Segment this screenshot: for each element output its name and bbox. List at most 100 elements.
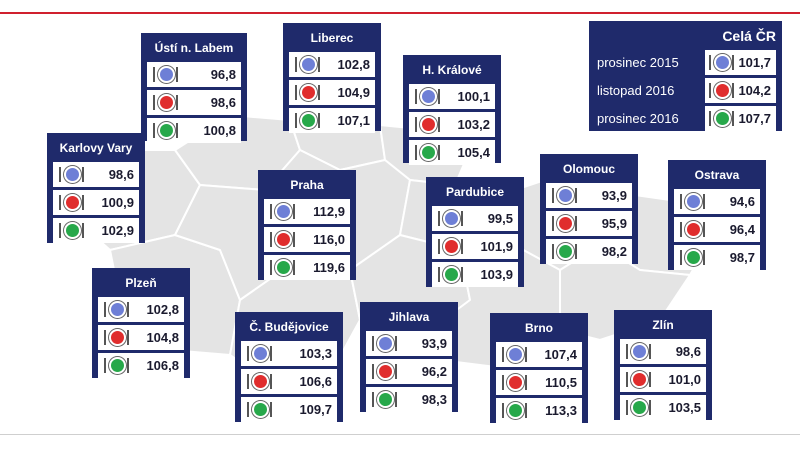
region-box-praha: Praha 112,9 116,0 119,6 xyxy=(258,170,356,280)
region-title: Ostrava xyxy=(694,168,740,182)
region-value: 119,6 xyxy=(313,260,345,275)
region-title: Pardubice xyxy=(445,185,505,199)
region-value: 100,8 xyxy=(203,123,236,138)
region-value: 103,9 xyxy=(480,267,513,282)
plate-blue-icon xyxy=(436,208,466,229)
region-value: 98,6 xyxy=(108,167,134,182)
region-value: 96,2 xyxy=(421,364,447,379)
region-title: Praha xyxy=(290,178,324,192)
bottom-divider xyxy=(0,434,800,435)
plate-blue-icon xyxy=(678,191,708,212)
region-box-hradec: H. Králové 100,1 103,2 105,4 xyxy=(403,55,501,165)
region-value: 102,8 xyxy=(146,302,179,317)
legend-label: prosinec 2016 xyxy=(597,111,679,126)
region-value: 109,7 xyxy=(299,402,332,417)
plate-green-icon xyxy=(624,397,654,418)
region-value: 110,5 xyxy=(545,375,577,390)
region-value: 99,5 xyxy=(487,211,513,226)
region-title: Č. Budějovice xyxy=(249,320,329,334)
region-title: Olomouc xyxy=(562,162,615,176)
region-title: Ústí n. Labem xyxy=(154,41,234,55)
plate-green-icon xyxy=(707,108,737,129)
region-title: Jihlava xyxy=(388,310,430,324)
region-value: 103,2 xyxy=(457,117,490,132)
region-value: 93,9 xyxy=(421,336,447,351)
region-value: 95,9 xyxy=(601,216,627,231)
region-title: Brno xyxy=(525,321,553,335)
region-title: H. Králové xyxy=(422,63,482,77)
region-box-pardubice: Pardubice 99,5 101,9 103,9 xyxy=(426,177,524,287)
plate-green-icon xyxy=(245,399,275,420)
plate-blue-icon xyxy=(245,343,275,364)
plate-green-icon xyxy=(678,247,708,268)
region-value: 112,9 xyxy=(313,204,345,219)
region-value: 101,0 xyxy=(668,372,701,387)
plate-green-icon xyxy=(550,241,580,262)
region-value: 98,2 xyxy=(601,244,627,259)
plate-red-icon xyxy=(268,229,298,250)
plate-blue-icon xyxy=(413,86,443,107)
region-box-budejovice: Č. Budějovice 103,3 106,6 109,7 xyxy=(235,312,343,422)
plate-green-icon xyxy=(500,400,530,421)
plate-red-icon xyxy=(293,82,323,103)
plate-red-icon xyxy=(151,92,181,113)
legend-title: Celá ČR xyxy=(722,28,776,44)
region-value: 101,9 xyxy=(480,239,513,254)
region-value: 102,9 xyxy=(101,223,134,238)
top-accent-line xyxy=(0,12,800,14)
region-value: 103,3 xyxy=(299,346,332,361)
plate-blue-icon xyxy=(102,299,132,320)
region-box-zlin: Zlín 98,6 101,0 103,5 xyxy=(614,310,712,420)
legend-row: listopad 2016 104,2 xyxy=(597,78,776,103)
region-box-jihlava: Jihlava 93,9 96,2 98,3 xyxy=(360,302,458,412)
region-box-usti: Ústí n. Labem 96,8 98,6 100,8 xyxy=(141,33,247,143)
plate-red-icon xyxy=(436,236,466,257)
plate-blue-icon xyxy=(624,341,654,362)
plate-blue-icon xyxy=(500,344,530,365)
plate-blue-icon xyxy=(57,164,87,185)
legend-box: Celá ČR prosinec 2015 101,7 listopad 201… xyxy=(589,21,782,131)
region-value: 104,9 xyxy=(337,85,370,100)
plate-green-icon xyxy=(370,389,400,410)
legend-label: prosinec 2015 xyxy=(597,55,679,70)
plate-red-icon xyxy=(57,192,87,213)
plate-green-icon xyxy=(151,120,181,141)
region-value: 107,4 xyxy=(544,347,577,362)
region-box-brno: Brno 107,4 110,5 113,3 xyxy=(490,313,588,423)
plate-red-icon xyxy=(707,80,737,101)
plate-green-icon xyxy=(293,110,323,131)
region-value: 98,7 xyxy=(729,250,755,265)
plate-red-icon xyxy=(678,219,708,240)
legend-label: listopad 2016 xyxy=(597,83,675,98)
plate-blue-icon xyxy=(707,52,737,73)
region-box-liberec: Liberec 102,8 104,9 107,1 xyxy=(283,23,381,133)
region-value: 93,9 xyxy=(601,188,627,203)
plate-green-icon xyxy=(268,257,298,278)
plate-blue-icon xyxy=(550,185,580,206)
region-value: 104,8 xyxy=(146,330,179,345)
plate-green-icon xyxy=(436,264,466,285)
legend-value: 104,2 xyxy=(738,83,771,98)
region-value: 100,9 xyxy=(101,195,134,210)
region-value: 106,6 xyxy=(299,374,332,389)
region-value: 98,6 xyxy=(675,344,701,359)
region-box-ostrava: Ostrava 94,6 96,4 98,7 xyxy=(668,160,766,270)
region-value: 96,4 xyxy=(729,222,755,237)
legend-row: prosinec 2016 107,7 xyxy=(597,106,776,131)
region-value: 113,3 xyxy=(545,403,577,418)
region-value: 106,8 xyxy=(146,358,179,373)
region-title: Zlín xyxy=(652,318,674,332)
legend-value: 101,7 xyxy=(738,55,771,70)
region-value: 116,0 xyxy=(313,232,345,247)
plate-red-icon xyxy=(245,371,275,392)
plate-green-icon xyxy=(413,142,443,163)
region-box-karlovy-vary: Karlovy Vary 98,6 100,9 102,9 xyxy=(47,133,145,243)
plate-green-icon xyxy=(57,220,87,241)
region-value: 103,5 xyxy=(668,400,701,415)
region-value: 105,4 xyxy=(457,145,490,160)
region-value: 98,6 xyxy=(210,95,236,110)
region-title: Liberec xyxy=(310,31,354,45)
region-value: 98,3 xyxy=(421,392,447,407)
plate-blue-icon xyxy=(370,333,400,354)
region-title: Karlovy Vary xyxy=(59,141,133,155)
